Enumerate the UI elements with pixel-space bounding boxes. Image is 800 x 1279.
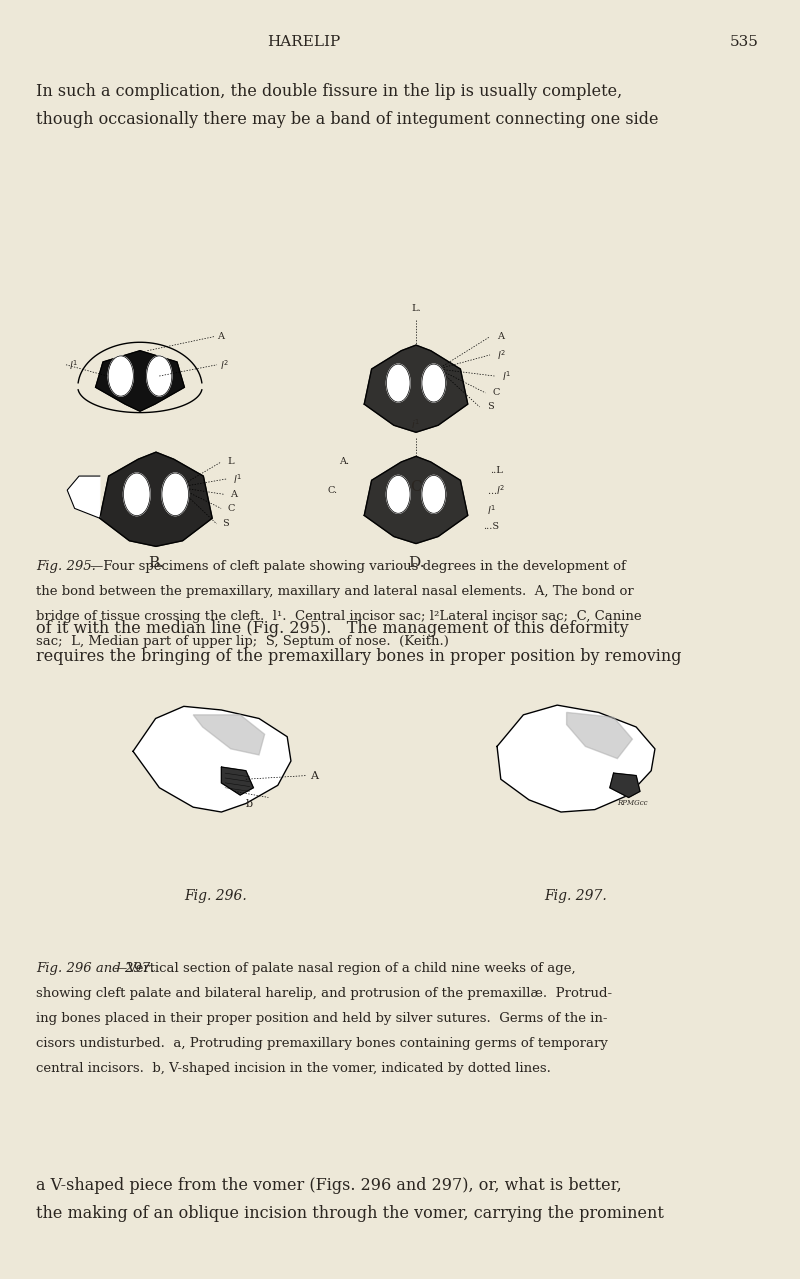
Text: Fig. 297.: Fig. 297.	[545, 889, 607, 903]
Text: ing bones placed in their proper position and held by silver sutures.  Germs of : ing bones placed in their proper positio…	[36, 1012, 607, 1024]
Text: though occasionally there may be a band of integument connecting one side: though occasionally there may be a band …	[36, 111, 658, 128]
Text: ..L: ..L	[490, 466, 503, 475]
Text: ...$l^2$: ...$l^2$	[487, 483, 506, 498]
Text: S: S	[222, 519, 230, 528]
Text: L: L	[227, 458, 234, 467]
Text: $i^1$: $i^1$	[411, 417, 421, 431]
Polygon shape	[194, 715, 265, 755]
Text: 535: 535	[730, 35, 758, 49]
Polygon shape	[610, 773, 640, 798]
Polygon shape	[497, 705, 655, 812]
Text: $l^1$: $l^1$	[487, 503, 496, 517]
Polygon shape	[96, 350, 184, 412]
Text: A: A	[230, 490, 237, 499]
Text: ...S: ...S	[482, 522, 498, 531]
Text: In such a complication, the double fissure in the lip is usually complete,: In such a complication, the double fissu…	[36, 83, 622, 100]
Text: D.: D.	[408, 556, 424, 570]
Text: A.: A.	[339, 458, 349, 467]
Text: requires the bringing of the premaxillary bones in proper position by removing: requires the bringing of the premaxillar…	[36, 648, 682, 665]
Polygon shape	[222, 767, 254, 796]
Text: C: C	[410, 480, 422, 494]
Text: A: A	[310, 770, 318, 780]
Circle shape	[422, 365, 446, 402]
Text: Fig. 295.: Fig. 295.	[36, 560, 96, 573]
Circle shape	[386, 365, 410, 402]
Polygon shape	[364, 457, 468, 544]
Text: showing cleft palate and bilateral harelip, and protrusion of the premaxillæ.  P: showing cleft palate and bilateral harel…	[36, 987, 612, 1000]
Text: $l^2$: $l^2$	[498, 348, 506, 362]
Text: C: C	[493, 389, 500, 398]
Circle shape	[386, 476, 410, 513]
Text: L.: L.	[411, 303, 421, 313]
Text: —Four specimens of cleft palate showing various degrees in the development of: —Four specimens of cleft palate showing …	[90, 560, 626, 573]
Text: $l^1$: $l^1$	[233, 472, 242, 486]
Text: —Vertical section of palate nasal region of a child nine weeks of age,: —Vertical section of palate nasal region…	[114, 962, 576, 975]
Circle shape	[146, 356, 172, 396]
Text: HARELIP: HARELIP	[267, 35, 341, 49]
Polygon shape	[566, 712, 632, 758]
Polygon shape	[67, 476, 100, 518]
Circle shape	[162, 473, 189, 515]
Text: A: A	[134, 480, 146, 494]
Text: Fig. 296.: Fig. 296.	[185, 889, 247, 903]
Text: $l^1$: $l^1$	[502, 370, 511, 382]
Text: bridge of tissue crossing the cleft.  l¹.  Central incisor sac; l²Lateral inciso: bridge of tissue crossing the cleft. l¹.…	[36, 610, 642, 623]
Text: the making of an oblique incision through the vomer, carrying the prominent: the making of an oblique incision throug…	[36, 1205, 664, 1221]
Text: $l^1$: $l^1$	[69, 358, 78, 372]
Polygon shape	[364, 345, 468, 432]
Text: Fig. 296 and 297.: Fig. 296 and 297.	[36, 962, 154, 975]
Text: RPMGcc: RPMGcc	[617, 799, 648, 807]
Polygon shape	[133, 706, 291, 812]
Text: cisors undisturbed.  a, Protruding premaxillary bones containing germs of tempor: cisors undisturbed. a, Protruding premax…	[36, 1036, 608, 1050]
Text: C.: C.	[327, 486, 338, 495]
Text: S: S	[487, 403, 494, 412]
Text: A: A	[498, 333, 505, 341]
Text: $l^2$: $l^2$	[220, 358, 229, 372]
Circle shape	[422, 476, 446, 513]
Text: b: b	[246, 798, 253, 808]
Circle shape	[108, 356, 134, 396]
Text: B.: B.	[148, 556, 164, 570]
Text: central incisors.  b, V-shaped incision in the vomer, indicated by dotted lines.: central incisors. b, V-shaped incision i…	[36, 1062, 551, 1074]
Text: the bond between the premaxillary, maxillary and lateral nasal elements.  A, The: the bond between the premaxillary, maxil…	[36, 585, 634, 599]
Circle shape	[123, 473, 150, 515]
Text: sac;  L, Median part of upper lip;  S, Septum of nose.  (Keith.): sac; L, Median part of upper lip; S, Sep…	[36, 634, 449, 648]
Polygon shape	[100, 453, 212, 546]
Text: C: C	[227, 504, 234, 513]
Text: of it with the median line (Fig. 295).   The management of this deformity: of it with the median line (Fig. 295). T…	[36, 620, 629, 637]
Text: A: A	[217, 333, 224, 341]
Text: a V-shaped piece from the vomer (Figs. 296 and 297), or, what is better,: a V-shaped piece from the vomer (Figs. 2…	[36, 1177, 622, 1193]
